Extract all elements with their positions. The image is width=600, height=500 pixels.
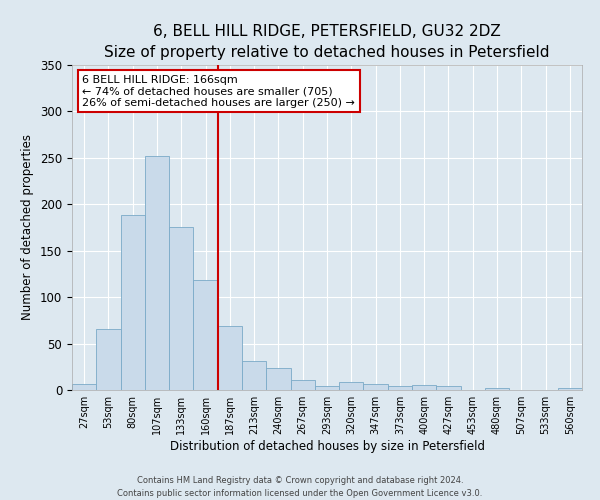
Bar <box>266 368 290 390</box>
Bar <box>339 382 364 390</box>
Bar <box>218 326 242 390</box>
Bar <box>193 280 218 390</box>
Bar <box>169 226 193 390</box>
Bar <box>436 386 461 390</box>
Bar <box>558 388 582 390</box>
Bar <box>315 386 339 390</box>
Bar <box>388 386 412 390</box>
Text: Contains HM Land Registry data © Crown copyright and database right 2024.
Contai: Contains HM Land Registry data © Crown c… <box>118 476 482 498</box>
Bar <box>242 361 266 390</box>
Title: 6, BELL HILL RIDGE, PETERSFIELD, GU32 2DZ
Size of property relative to detached : 6, BELL HILL RIDGE, PETERSFIELD, GU32 2D… <box>104 24 550 60</box>
Bar <box>96 328 121 390</box>
Bar <box>145 156 169 390</box>
Bar <box>364 384 388 390</box>
Text: 6 BELL HILL RIDGE: 166sqm
← 74% of detached houses are smaller (705)
26% of semi: 6 BELL HILL RIDGE: 166sqm ← 74% of detac… <box>82 74 355 108</box>
Bar <box>290 380 315 390</box>
X-axis label: Distribution of detached houses by size in Petersfield: Distribution of detached houses by size … <box>170 440 485 453</box>
Bar <box>72 384 96 390</box>
Bar <box>485 388 509 390</box>
Bar <box>121 216 145 390</box>
Bar <box>412 386 436 390</box>
Y-axis label: Number of detached properties: Number of detached properties <box>22 134 34 320</box>
